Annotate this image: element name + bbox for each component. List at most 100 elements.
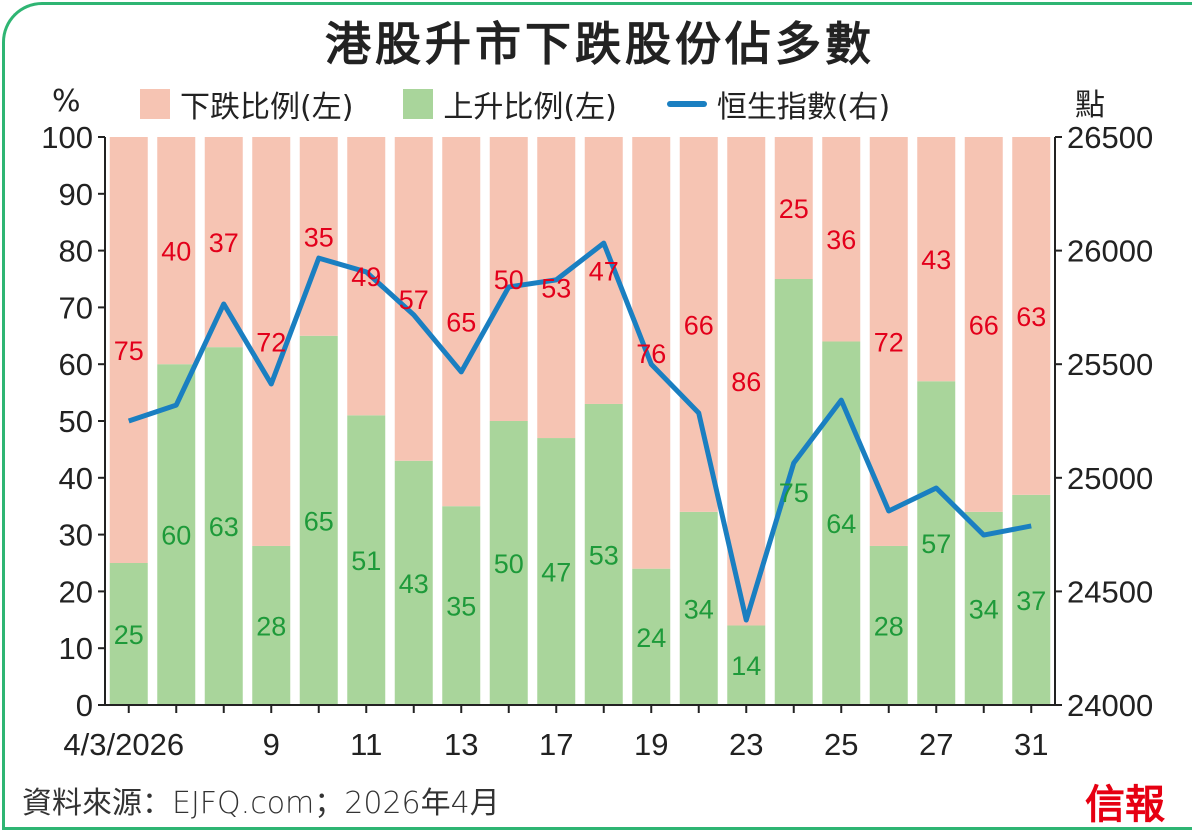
right-tick-label: 25500 xyxy=(1067,347,1153,382)
bar-down xyxy=(727,137,766,626)
source-note: 資料來源：EJFQ.com；2026年4月 xyxy=(22,786,500,821)
left-tick-label: 50 xyxy=(59,404,93,439)
label-down: 35 xyxy=(304,222,334,252)
legend-swatch-down xyxy=(140,89,170,119)
bar-up xyxy=(869,545,908,705)
label-up: 63 xyxy=(209,512,239,542)
bar-up xyxy=(442,506,481,705)
label-down: 86 xyxy=(731,367,761,397)
left-tick-label: 40 xyxy=(59,461,93,496)
legend-item-hsi: 恒生指數(右) xyxy=(666,82,891,126)
bar-up xyxy=(679,511,718,705)
bar-up xyxy=(964,511,1003,705)
bar-up xyxy=(774,279,813,705)
bar-down xyxy=(299,137,338,336)
label-up: 35 xyxy=(446,592,476,622)
label-up: 65 xyxy=(304,506,334,536)
x-tick-label: 13 xyxy=(444,727,478,762)
bar-down xyxy=(1012,137,1051,495)
x-tick-label: 11 xyxy=(350,727,382,762)
bar-down xyxy=(679,137,718,512)
bar-down xyxy=(964,137,1003,512)
legend: 下跌比例(左) 上升比例(左) 恒生指數(右) xyxy=(140,82,890,126)
bar-up xyxy=(347,415,386,705)
x-tick-label: 19 xyxy=(634,727,668,762)
legend-label-up: 上升比例(左) xyxy=(443,90,617,125)
label-up: 37 xyxy=(1016,586,1046,616)
bar-down xyxy=(252,137,291,546)
bar-down xyxy=(917,137,956,382)
label-down: 50 xyxy=(494,265,524,295)
left-tick-label: 0 xyxy=(76,688,93,723)
label-down: 25 xyxy=(779,194,809,224)
legend-item-up: 上升比例(左) xyxy=(403,82,617,126)
x-tick-label: 27 xyxy=(919,727,953,762)
label-down: 76 xyxy=(636,339,666,369)
legend-label-down: 下跌比例(左) xyxy=(180,90,354,125)
bar-down xyxy=(109,137,148,563)
left-tick-label: 30 xyxy=(59,518,93,553)
bar-down xyxy=(347,137,386,416)
left-tick-label: 80 xyxy=(59,234,93,269)
bar-up xyxy=(204,347,243,705)
label-up: 34 xyxy=(684,594,714,624)
left-axis-unit: % xyxy=(52,84,81,119)
label-down: 63 xyxy=(1016,302,1046,332)
right-tick-label: 26500 xyxy=(1067,120,1153,155)
chart-title: 港股升市下跌股份佔多數 xyxy=(325,17,875,71)
legend-line-hsi xyxy=(666,101,707,107)
bar-down xyxy=(157,137,196,365)
left-tick-label: 70 xyxy=(59,290,93,325)
right-tick-label: 24000 xyxy=(1067,688,1153,723)
label-down: 53 xyxy=(541,274,571,304)
bar-down xyxy=(442,137,481,507)
label-down: 40 xyxy=(161,237,191,267)
bar-up xyxy=(917,381,956,705)
bar-up xyxy=(489,421,528,705)
label-down: 37 xyxy=(209,228,239,258)
label-up: 14 xyxy=(731,651,761,681)
x-tick-label: 25 xyxy=(824,727,858,762)
legend-label-hsi: 恒生指數(右) xyxy=(716,90,891,125)
label-down: 72 xyxy=(256,327,286,357)
label-down: 36 xyxy=(826,225,856,255)
label-down: 72 xyxy=(874,327,904,357)
label-up: 60 xyxy=(161,521,191,551)
label-up: 24 xyxy=(636,623,666,653)
label-down: 65 xyxy=(446,308,476,338)
label-up: 53 xyxy=(589,540,619,570)
x-tick-label: 23 xyxy=(729,727,763,762)
label-up: 47 xyxy=(541,558,571,588)
x-tick-label: 17 xyxy=(539,727,573,762)
right-tick-label: 25000 xyxy=(1067,461,1153,496)
x-tick-label: 31 xyxy=(1014,727,1048,762)
bar-down xyxy=(632,137,671,569)
bar-up xyxy=(157,364,196,705)
bar-down xyxy=(822,137,861,342)
bar-down xyxy=(204,137,243,348)
label-down: 43 xyxy=(921,245,951,275)
legend-swatch-up xyxy=(403,89,434,119)
label-up: 28 xyxy=(256,611,286,641)
label-down: 66 xyxy=(969,310,999,340)
left-tick-label: 100 xyxy=(41,120,93,155)
bar-up xyxy=(584,403,623,705)
label-down: 66 xyxy=(684,310,714,340)
x-tick-label: 4/3/2026 xyxy=(63,727,184,762)
bar-up xyxy=(394,460,433,705)
bar-up xyxy=(727,625,766,705)
bar-down xyxy=(774,137,813,279)
label-up: 51 xyxy=(351,546,381,576)
bar-up xyxy=(109,563,148,705)
bar-up xyxy=(537,438,576,705)
right-tick-label: 24500 xyxy=(1067,574,1153,609)
bar-up xyxy=(252,545,291,705)
left-tick-label: 60 xyxy=(59,347,93,382)
legend-item-down: 下跌比例(左) xyxy=(140,82,353,126)
label-down: 47 xyxy=(589,256,619,286)
label-up: 64 xyxy=(826,509,856,539)
bar-up xyxy=(632,568,671,705)
label-down: 49 xyxy=(351,262,381,292)
label-up: 75 xyxy=(779,478,809,508)
right-axis-unit: 點 xyxy=(1075,88,1105,123)
